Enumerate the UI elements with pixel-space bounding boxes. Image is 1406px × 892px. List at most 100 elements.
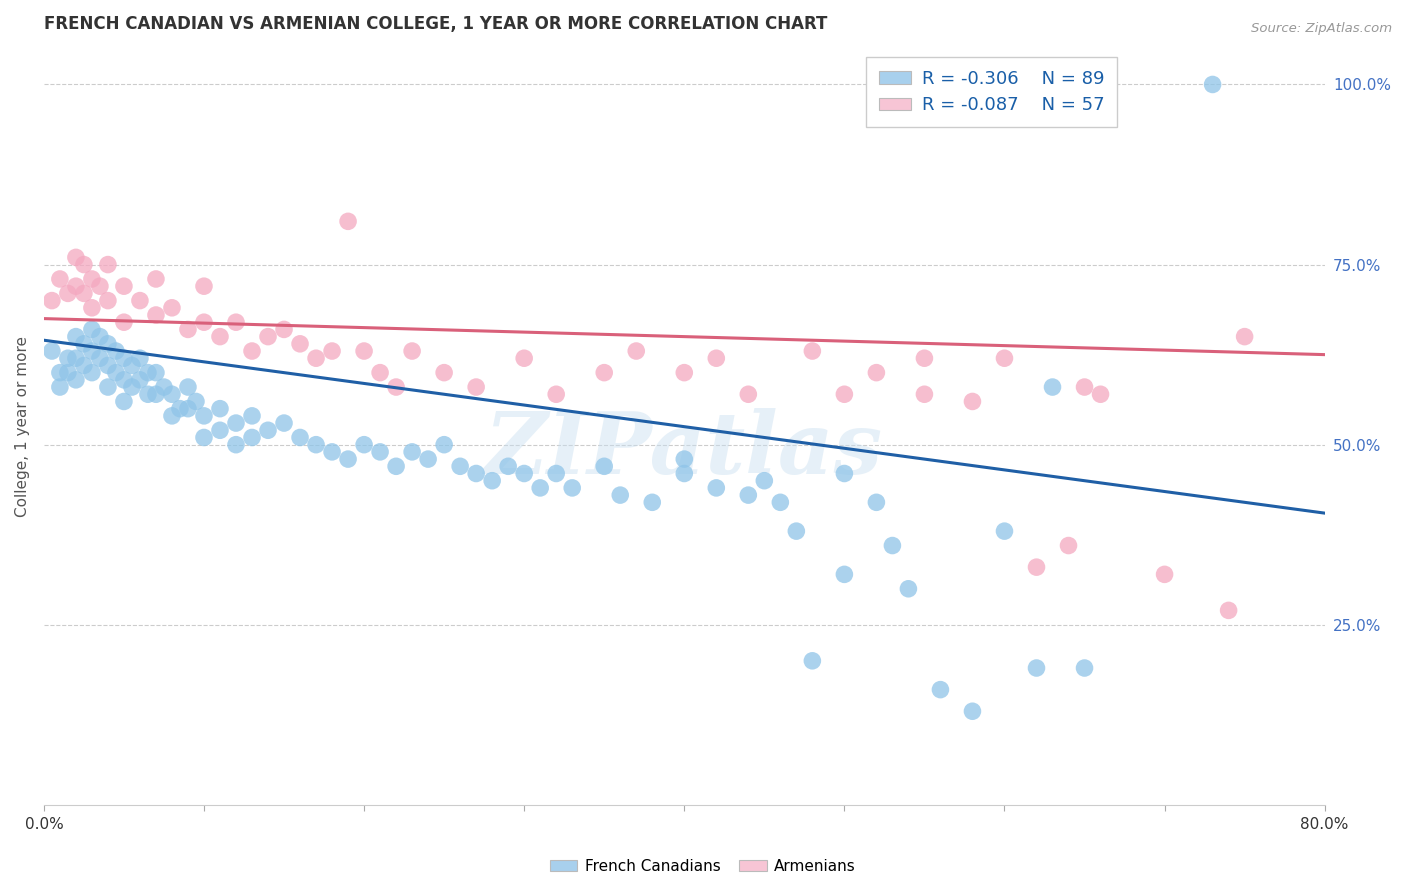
Point: [496, 459, 519, 474]
Point: [273, 416, 295, 430]
Point: [1057, 539, 1080, 553]
Point: [129, 373, 152, 387]
Point: [193, 409, 215, 423]
Point: [121, 380, 143, 394]
Point: [1025, 560, 1047, 574]
Point: [193, 279, 215, 293]
Point: [546, 467, 568, 481]
Point: [136, 387, 159, 401]
Point: [240, 344, 263, 359]
Point: [177, 401, 200, 416]
Point: [97, 258, 120, 272]
Point: [65, 373, 87, 387]
Point: [912, 387, 935, 401]
Point: [882, 539, 904, 553]
Point: [1233, 329, 1256, 343]
Point: [704, 481, 727, 495]
Point: [145, 272, 167, 286]
Point: [65, 279, 87, 293]
Point: [465, 380, 488, 394]
Point: [673, 366, 696, 380]
Point: [56, 351, 79, 366]
Point: [801, 654, 824, 668]
Point: [305, 438, 328, 452]
Point: [593, 366, 616, 380]
Point: [49, 380, 72, 394]
Point: [1201, 78, 1223, 92]
Point: [368, 366, 391, 380]
Point: [433, 366, 456, 380]
Point: [80, 344, 103, 359]
Point: [368, 445, 391, 459]
Point: [834, 467, 856, 481]
Point: [145, 366, 167, 380]
Point: [129, 351, 152, 366]
Point: [80, 301, 103, 315]
Point: [112, 373, 135, 387]
Point: [56, 286, 79, 301]
Point: [673, 467, 696, 481]
Point: [257, 423, 280, 437]
Point: [385, 459, 408, 474]
Point: [160, 409, 183, 423]
Point: [112, 351, 135, 366]
Point: [160, 301, 183, 315]
Point: [481, 474, 503, 488]
Point: [97, 359, 120, 373]
Point: [97, 336, 120, 351]
Point: [769, 495, 792, 509]
Point: [288, 430, 311, 444]
Point: [962, 394, 984, 409]
Point: [529, 481, 551, 495]
Point: [801, 344, 824, 359]
Point: [1090, 387, 1112, 401]
Point: [401, 445, 423, 459]
Point: [177, 322, 200, 336]
Point: [834, 387, 856, 401]
Point: [129, 293, 152, 308]
Point: [593, 459, 616, 474]
Point: [73, 359, 96, 373]
Point: [145, 308, 167, 322]
Point: [513, 351, 536, 366]
Point: [193, 315, 215, 329]
Point: [337, 452, 360, 467]
Point: [177, 380, 200, 394]
Point: [104, 366, 127, 380]
Point: [513, 467, 536, 481]
Point: [609, 488, 631, 502]
Point: [80, 366, 103, 380]
Point: [65, 329, 87, 343]
Point: [65, 351, 87, 366]
Point: [416, 452, 439, 467]
Point: [184, 394, 207, 409]
Point: [208, 423, 231, 437]
Point: [208, 401, 231, 416]
Point: [273, 322, 295, 336]
Point: [321, 344, 343, 359]
Point: [73, 286, 96, 301]
Point: [1073, 661, 1095, 675]
Text: Source: ZipAtlas.com: Source: ZipAtlas.com: [1251, 22, 1392, 36]
Point: [353, 438, 375, 452]
Point: [993, 351, 1015, 366]
Point: [153, 380, 176, 394]
Text: ZIPatlas: ZIPatlas: [485, 408, 883, 491]
Point: [337, 214, 360, 228]
Point: [704, 351, 727, 366]
Point: [737, 387, 759, 401]
Point: [929, 682, 952, 697]
Point: [49, 366, 72, 380]
Point: [225, 315, 247, 329]
Point: [912, 351, 935, 366]
Point: [288, 336, 311, 351]
Point: [240, 430, 263, 444]
Point: [257, 329, 280, 343]
Point: [145, 387, 167, 401]
Point: [112, 315, 135, 329]
Point: [169, 401, 191, 416]
Point: [449, 459, 471, 474]
Point: [673, 452, 696, 467]
Point: [89, 329, 111, 343]
Point: [962, 704, 984, 718]
